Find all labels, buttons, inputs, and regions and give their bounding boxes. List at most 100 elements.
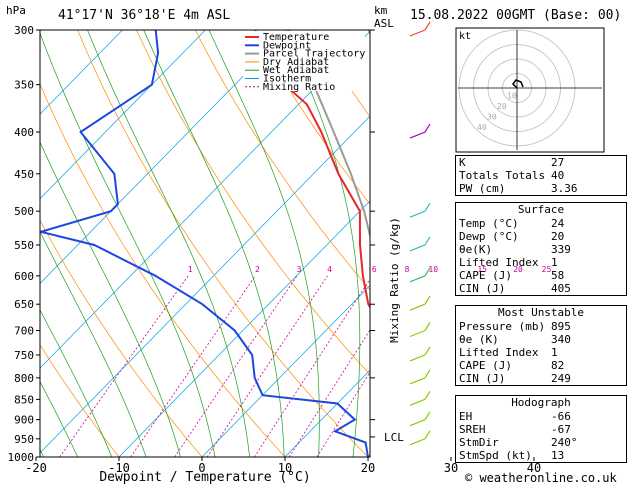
- hodograph-trace: [512, 79, 524, 89]
- dewpoint-line: [40, 30, 369, 457]
- index-row: StmDir 240°: [456, 436, 626, 449]
- index-value: 249: [551, 372, 571, 385]
- mixing-ratio-line: [130, 275, 256, 457]
- isotherm-line: [284, 369, 370, 457]
- index-label: Totals Totals: [459, 169, 546, 182]
- mixing-ratio-line: [59, 275, 189, 457]
- index-row: Lifted Index 1: [456, 256, 626, 269]
- pressure-label: 450: [14, 168, 34, 181]
- pressure-label: 600: [14, 270, 34, 283]
- pressure-label: 850: [14, 393, 34, 406]
- hodograph-ring-label: 40: [477, 123, 487, 132]
- wind-barb: [409, 236, 431, 252]
- mixing-ratio-line: [206, 275, 328, 457]
- wind-barb: [409, 346, 431, 362]
- pressure-label: 900: [14, 414, 34, 427]
- index-value: 13: [551, 449, 565, 462]
- x-axis-label: Dewpoint / Temperature (°C): [99, 470, 310, 485]
- location-title: 41°17'N 36°18'E 4m ASL: [58, 8, 231, 23]
- wind-barb: [409, 123, 431, 139]
- isotherm-line: [118, 200, 370, 457]
- mixing-ratio-label: 3: [297, 265, 302, 274]
- pressure-label: 400: [14, 126, 34, 139]
- x-tick-label: -20: [25, 461, 47, 475]
- wet-adiabat-line: [40, 141, 181, 457]
- wind-barb: [409, 21, 431, 37]
- hodograph-ring-label: 30: [487, 113, 497, 122]
- hodograph-unit: kt: [459, 31, 471, 42]
- mixing-ratio-line: [174, 275, 298, 457]
- wet-adiabat-line: [208, 30, 320, 457]
- dry-adiabat-line: [40, 219, 203, 457]
- index-value: 27: [551, 156, 565, 169]
- index-label: StmSpd (kt): [459, 449, 532, 462]
- isotherm-line: [201, 285, 370, 457]
- index-label: Pressure (mb): [459, 320, 546, 333]
- index-value: -67: [551, 423, 571, 436]
- wet-adiabat-line: [40, 230, 147, 457]
- pressure-label: 750: [14, 349, 34, 362]
- hodograph-ring-label: 10: [507, 92, 517, 101]
- index-row: CAPE (J) 82: [456, 359, 626, 372]
- temperature-line: [254, 30, 370, 309]
- mixing-ratio-label: 25: [542, 265, 552, 274]
- hodograph-ring-label: 20: [497, 102, 507, 111]
- hodograph-title: Hodograph: [511, 396, 571, 409]
- index-row: EH -66: [456, 410, 626, 423]
- wind-barbs: [409, 21, 431, 446]
- mixing-ratio-line: [288, 329, 370, 457]
- wind-barb: [409, 202, 431, 218]
- indices-group-1: K 27 Totals Totals 40 PW (cm) 3.36: [455, 155, 627, 196]
- mixing-ratio-label: 6: [372, 265, 377, 274]
- index-row: Totals Totals 40: [456, 169, 626, 182]
- index-value: 1: [551, 346, 558, 359]
- x-tick-label: 30: [444, 461, 458, 475]
- wind-barb: [409, 369, 431, 385]
- wet-adiabat-line: [40, 32, 216, 457]
- pressure-label: 350: [14, 79, 34, 92]
- index-value: 895: [551, 320, 571, 333]
- index-value: 340: [551, 333, 571, 346]
- wet-adiabat-line: [40, 309, 113, 457]
- pressure-label: 950: [14, 433, 34, 446]
- wind-barb: [409, 267, 431, 283]
- x-tick-label: -10: [108, 461, 130, 475]
- index-value: 20: [551, 230, 565, 243]
- wet-adiabat-line: [143, 30, 285, 457]
- index-row: Temp (°C) 24: [456, 217, 626, 230]
- index-row: StmSpd (kt) 13: [456, 449, 626, 462]
- index-row: Lifted Index 1: [456, 346, 626, 359]
- pressure-label: 1000: [8, 451, 35, 464]
- wind-barb: [409, 295, 431, 311]
- wet-adiabat-line: [284, 30, 361, 457]
- index-label: PW (cm): [459, 182, 506, 195]
- legend-entry: Temperature: [263, 32, 329, 43]
- mixing-ratio-line: [254, 278, 370, 457]
- index-label: θe (K): [459, 333, 499, 346]
- index-value: 405: [551, 282, 571, 295]
- datetime-title: 15.08.2022 00GMT (Base: 00): [410, 8, 622, 23]
- dry-adiabat-line: [194, 30, 370, 291]
- copyright: © weatheronline.co.uk: [465, 471, 617, 485]
- mixing-ratio-line: [316, 371, 370, 457]
- index-label: Lifted Index: [459, 346, 539, 359]
- index-label: K: [459, 156, 466, 169]
- hodograph-box: Hodograph EH -66 SREH -67 StmDir 240° StmSpd (…: [455, 395, 627, 463]
- legend-background: [243, 31, 365, 91]
- legend-entry: Parcel Trajectory: [263, 49, 365, 60]
- index-row: CIN (J) 249: [456, 372, 626, 385]
- dry-adiabat-line: [253, 30, 370, 205]
- mixing-ratio-label: 8: [405, 265, 410, 274]
- x-tick-label: 10: [278, 461, 292, 475]
- index-label: EH: [459, 410, 473, 423]
- dry-adiabat-line: [40, 83, 286, 457]
- index-row: SREH -67: [456, 423, 626, 436]
- x-tick-label: 0: [198, 461, 205, 475]
- index-value: 40: [551, 169, 565, 182]
- index-label: θe(K): [459, 243, 493, 256]
- index-row: θe (K) 340: [456, 333, 626, 346]
- mixing-ratio-axis-label: Mixing Ratio (g/kg): [388, 217, 401, 343]
- parcel-trajectory-line: [287, 30, 370, 240]
- mixing-ratio-label: 20: [513, 265, 523, 274]
